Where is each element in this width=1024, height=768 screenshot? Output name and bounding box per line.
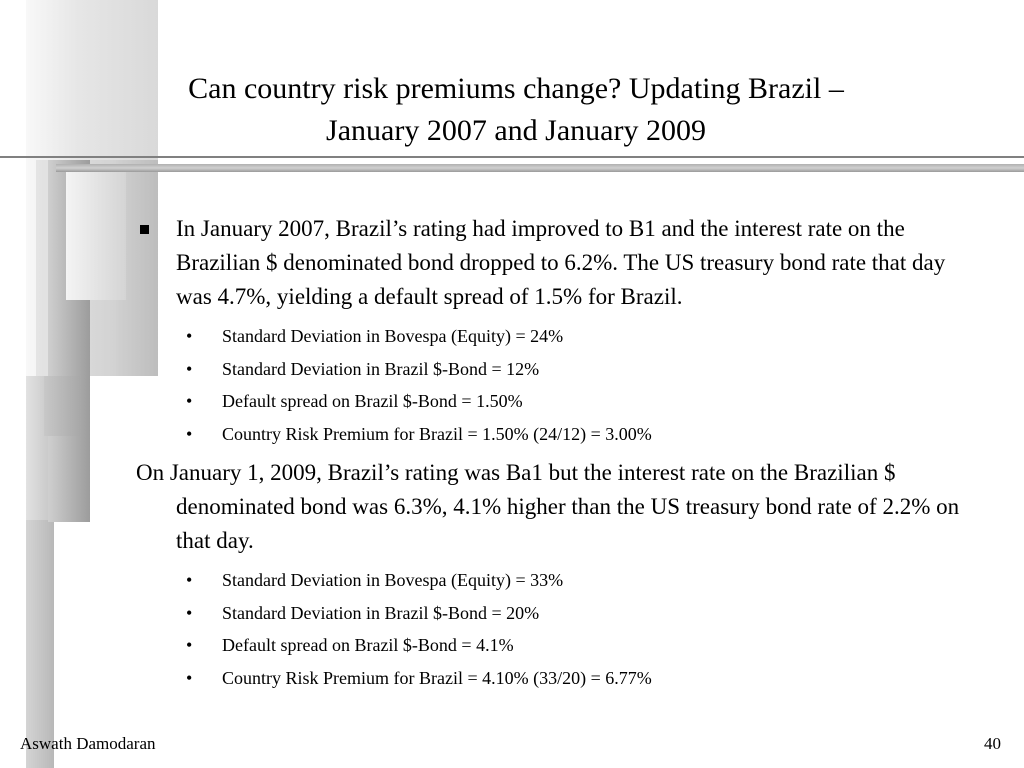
dot-bullet-icon: • [186,667,193,688]
title-line-1: Can country risk premiums change? Updati… [188,72,844,105]
decorative-bar [44,376,80,436]
title-line-2: January 2007 and January 2009 [326,114,706,147]
sub-bullet-text: Standard Deviation in Bovespa (Equity) =… [222,326,564,346]
sub-bullet-item: • Standard Deviation in Brazil $-Bond = 1… [136,353,976,386]
sub-bullet-item: • Default spread on Brazil $-Bond = 1.50% [136,385,976,418]
slide-title: Can country risk premiums change? Updati… [120,68,912,152]
dot-bullet-icon: • [186,570,193,590]
sub-bullet-item: • Default spread on Brazil $-Bond = 4.1% [136,629,976,662]
sub-bullet-item: • Standard Deviation in Bovespa (Equity) … [136,320,976,353]
sub-bullet-text: Country Risk Premium for Brazil = 4.10% … [222,667,652,688]
sub-bullet-text: Standard Deviation in Brazil $-Bond = 20… [222,602,540,623]
title-divider-thin [0,156,1024,158]
decorative-bar [26,520,54,768]
bullet-point-2007: In January 2007, Brazil’s rating had imp… [136,212,976,314]
sub-bullet-text: Country Risk Premium for Brazil = 1.50% … [222,423,652,444]
dot-bullet-icon: • [186,423,193,444]
decorative-bar [66,172,126,300]
sub-bullet-item: • Country Risk Premium for Brazil = 4.10%… [136,662,976,695]
slide-body: In January 2007, Brazil’s rating had imp… [136,212,976,694]
footer-author: Aswath Damodaran [20,734,156,753]
dot-bullet-icon: • [186,358,193,379]
sub-bullet-text: Default spread on Brazil $-Bond = 4.1% [222,635,514,655]
square-bullet-icon [140,225,149,234]
dot-bullet-icon: • [186,635,193,655]
sub-bullet-item: • Country Risk Premium for Brazil = 1.50%… [136,418,976,451]
paragraph-2009: On January 1, 2009, Brazil’s rating was … [136,456,976,558]
dot-bullet-icon: • [186,602,193,623]
paragraph-text: On January 1, 2009, Brazil’s rating was … [136,460,960,553]
sub-bullet-text: Standard Deviation in Bovespa (Equity) =… [222,570,564,590]
bullet-text: In January 2007, Brazil’s rating had imp… [176,216,946,309]
sub-bullet-item: • Standard Deviation in Bovespa (Equity) … [136,564,976,597]
dot-bullet-icon: • [186,391,193,411]
sub-bullet-item: • Standard Deviation in Brazil $-Bond = 2… [136,597,976,630]
sub-bullet-list-2007: • Standard Deviation in Bovespa (Equity) … [136,320,976,450]
sub-bullet-text: Standard Deviation in Brazil $-Bond = 12… [222,358,540,379]
sub-bullet-list-2009: • Standard Deviation in Bovespa (Equity) … [136,564,976,694]
dot-bullet-icon: • [186,326,193,346]
title-divider-thick [56,164,1024,172]
page-number: 40 [984,734,1001,753]
sub-bullet-text: Default spread on Brazil $-Bond = 1.50% [222,391,523,411]
